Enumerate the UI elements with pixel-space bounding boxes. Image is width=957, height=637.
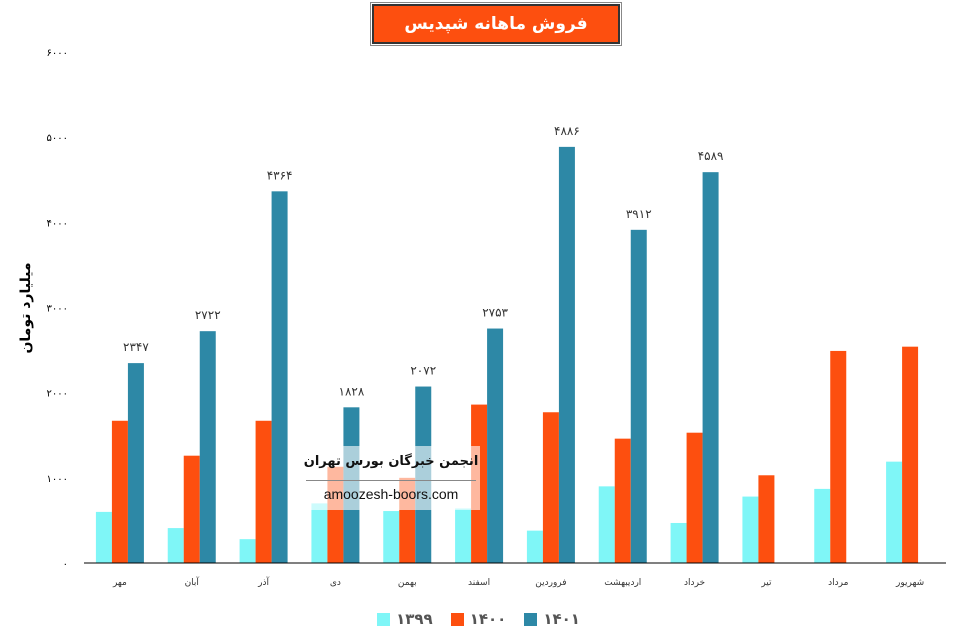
bar — [886, 461, 903, 563]
bars — [95, 146, 919, 563]
legend-swatch — [524, 612, 538, 626]
legend-label: ۱۴۰۰ — [469, 610, 507, 628]
y-tick-label: ۱۰۰۰ — [47, 474, 68, 485]
bar — [686, 432, 703, 563]
x-tick-label: مرداد — [828, 578, 848, 588]
x-tick-label: مهر — [112, 578, 127, 588]
x-tick-label: آذر — [257, 576, 269, 588]
data-label: ۳۹۱۲ — [626, 207, 652, 221]
bar — [558, 146, 575, 563]
bar — [742, 496, 759, 563]
x-axis-ticks: مهر آبان آذر دی بهمن اسفند فروردین اردیبهشت خردا… — [112, 576, 924, 588]
x-tick-label: اردیبهشت — [604, 578, 641, 588]
data-label: ۲۷۲۲ — [195, 308, 221, 322]
bar — [487, 328, 504, 563]
bar — [255, 420, 272, 563]
y-axis-label: میلیارد تومان — [18, 262, 34, 353]
y-tick-label: ۲۰۰۰ — [47, 389, 68, 400]
bar — [758, 475, 775, 563]
bar — [526, 530, 543, 563]
bar — [239, 539, 256, 563]
y-tick-label: ۰ — [63, 559, 68, 570]
data-label: ۲۷۵۳ — [482, 306, 508, 320]
x-tick-label: خرداد — [684, 578, 705, 588]
bar — [383, 511, 400, 563]
data-label: ۲۳۴۷ — [123, 340, 149, 354]
bar — [95, 511, 112, 563]
x-tick-label: تیر — [760, 578, 772, 588]
bar — [614, 438, 631, 563]
bar — [814, 488, 831, 563]
legend-item: ۱۴۰۱ — [524, 608, 580, 630]
data-label: ۱۸۲۸ — [339, 384, 365, 398]
data-labels: ۲۳۴۷ ۲۷۲۲ ۴۳۶۴ ۱۸۲۸ ۲۰۷۲ ۲۷۵۳ ۴۸۸۶ ۳۹۱۲ ۴۵۸۹ — [123, 124, 723, 398]
legend-label: ۱۴۰۱ — [543, 610, 580, 628]
legend-swatch — [450, 612, 464, 626]
watermark: انجمن خبرگان بورس تهران amoozesh-boors.c… — [302, 446, 480, 510]
data-label: ۴۳۶۴ — [267, 168, 293, 182]
data-label: ۴۸۸۶ — [554, 124, 580, 138]
y-axis-ticks: ۰ ۱۰۰۰ ۲۰۰۰ ۳۰۰۰ ۴۰۰۰ ۵۰۰۰ ۶۰۰۰ — [47, 48, 68, 570]
data-label: ۲۰۷۲ — [410, 364, 436, 378]
legend-label: ۱۳۹۹ — [396, 610, 433, 628]
watermark-url: amoozesh-boors.com — [323, 486, 459, 502]
legend-swatch — [377, 612, 391, 626]
watermark-title: انجمن خبرگان بورس تهران — [303, 454, 479, 469]
legend: ۱۳۹۹ ۱۴۰۰ ۱۴۰۱ — [0, 608, 957, 630]
bar — [311, 503, 328, 563]
y-tick-label: ۳۰۰۰ — [47, 304, 68, 315]
data-label: ۴۵۸۹ — [698, 149, 724, 163]
x-tick-label: بهمن — [398, 578, 417, 588]
x-tick-label: شهریور — [895, 578, 924, 588]
bar — [183, 455, 200, 563]
bar — [630, 229, 647, 563]
y-tick-label: ۵۰۰۰ — [47, 133, 68, 144]
bar — [111, 420, 128, 563]
bar — [670, 522, 687, 563]
bar — [199, 331, 216, 563]
legend-item: ۱۴۰۰ — [450, 608, 507, 630]
bar — [702, 172, 719, 563]
x-tick-label: آبان — [185, 576, 200, 588]
chart-title: فروش ماهانه شپدیس — [370, 2, 622, 46]
legend-item: ۱۳۹۹ — [377, 608, 433, 630]
x-tick-label: فروردین — [535, 578, 566, 588]
y-tick-label: ۶۰۰۰ — [47, 48, 68, 59]
bar — [127, 363, 144, 563]
watermark-divider — [306, 480, 476, 481]
y-tick-label: ۴۰۰۰ — [47, 218, 68, 229]
bar — [455, 508, 472, 563]
bar — [542, 412, 559, 563]
bar — [167, 528, 184, 563]
x-tick-label: اسفند — [468, 578, 490, 588]
bar — [271, 191, 288, 563]
bar — [830, 350, 847, 563]
bar — [902, 346, 919, 563]
x-tick-label: دی — [330, 578, 341, 588]
bar — [598, 486, 615, 563]
